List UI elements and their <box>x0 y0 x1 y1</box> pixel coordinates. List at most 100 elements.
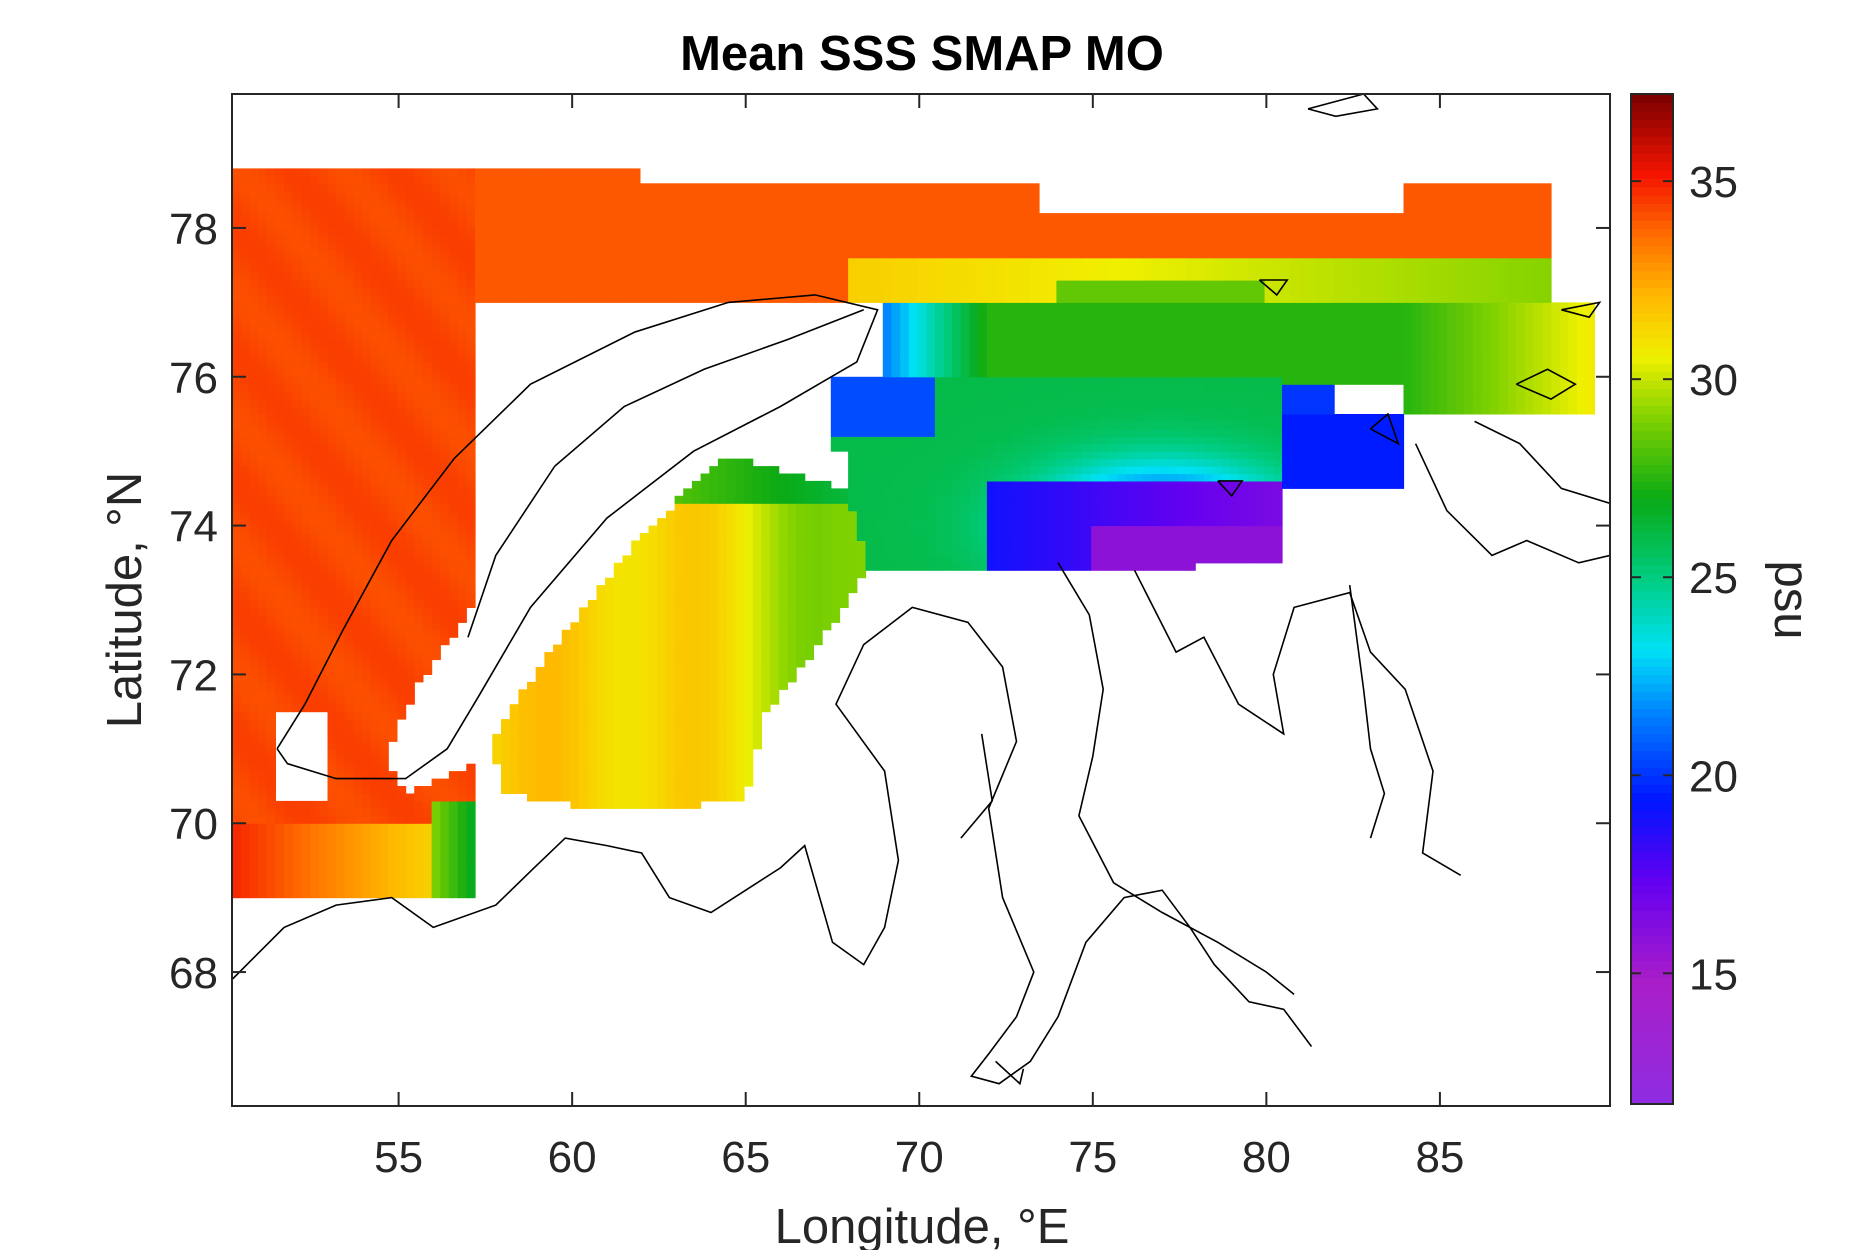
heatmap-cell <box>900 555 910 564</box>
heatmap-cell <box>726 600 736 608</box>
heatmap-cell <box>596 659 606 668</box>
heatmap-cell <box>1117 384 1127 393</box>
heatmap-cell <box>1490 354 1500 363</box>
heatmap-cell <box>1056 547 1066 556</box>
heatmap-cell <box>232 815 242 824</box>
heatmap-cell <box>318 466 329 475</box>
heatmap-cell <box>1498 354 1509 363</box>
heatmap-cell <box>1299 480 1309 489</box>
heatmap-cell <box>726 533 736 541</box>
heatmap-cell <box>1065 547 1075 556</box>
heatmap-cell <box>735 480 745 489</box>
heatmap-cell <box>1438 354 1448 363</box>
heatmap-cell <box>327 585 337 594</box>
heatmap-cell <box>448 473 459 482</box>
heatmap-cell <box>379 607 389 616</box>
heatmap-cell <box>1047 414 1057 422</box>
heatmap-cell <box>440 778 450 787</box>
heatmap-cell <box>726 681 736 690</box>
heatmap-cell <box>553 659 563 668</box>
heatmap-cell <box>1195 428 1205 437</box>
heatmap-cell <box>908 384 919 393</box>
heatmap-cell <box>674 719 684 728</box>
heatmap-cell <box>379 347 389 355</box>
heatmap-cell <box>926 510 936 519</box>
heatmap-cell <box>978 347 988 355</box>
heatmap-cell <box>605 793 615 802</box>
heatmap-cell <box>388 518 398 527</box>
heatmap-cell <box>744 533 754 541</box>
heatmap-cell <box>1108 406 1118 415</box>
heatmap-cell <box>1056 406 1066 415</box>
heatmap-cell <box>874 376 884 385</box>
heatmap-cell <box>1082 473 1092 482</box>
heatmap-cell <box>258 667 268 675</box>
heatmap-cell <box>1351 436 1361 445</box>
heatmap-cell <box>1282 428 1292 437</box>
heatmap-cell <box>969 458 979 467</box>
heatmap-cell <box>284 600 294 608</box>
heatmap-cell <box>683 607 693 616</box>
heatmap-cell <box>1195 399 1205 408</box>
heatmap-cell <box>1021 495 1031 504</box>
heatmap-cell <box>318 369 329 378</box>
heatmap-cell <box>969 480 979 489</box>
heatmap-cell <box>292 399 302 408</box>
heatmap-cell <box>822 570 832 579</box>
heatmap-cell <box>579 674 589 683</box>
heatmap-cell <box>1273 406 1283 415</box>
heatmap-cell <box>631 540 641 549</box>
heatmap-cell <box>1360 376 1370 385</box>
heatmap-cell <box>1065 533 1075 541</box>
heatmap-cell <box>1221 525 1231 534</box>
heatmap-cell <box>1134 428 1144 437</box>
heatmap-cell <box>1039 480 1049 489</box>
heatmap-cell <box>405 488 415 497</box>
heatmap-cell <box>327 771 337 780</box>
heatmap-cell <box>240 860 250 869</box>
heatmap-cell <box>1091 525 1101 534</box>
heatmap-cell <box>440 384 450 393</box>
heatmap-cell <box>414 800 424 809</box>
heatmap-cell <box>362 719 372 728</box>
heatmap-cell <box>917 480 927 489</box>
heatmap-cell <box>787 562 797 571</box>
heatmap-cell <box>422 414 433 422</box>
heatmap-cell <box>310 436 320 445</box>
heatmap-cell <box>422 808 433 817</box>
heatmap-cell <box>457 480 467 489</box>
heatmap-cell <box>292 838 302 847</box>
heatmap-cell <box>379 778 389 787</box>
heatmap-cell <box>735 637 745 646</box>
heatmap-cell <box>1013 547 1023 556</box>
heatmap-cell <box>952 451 962 460</box>
heatmap-cell <box>318 867 329 876</box>
heatmap-cell <box>891 406 901 415</box>
heatmap-cell <box>414 853 424 861</box>
heatmap-cell <box>240 376 250 385</box>
heatmap-cell <box>717 510 728 519</box>
heatmap-cell <box>657 748 667 757</box>
heatmap-cell <box>1221 458 1231 467</box>
heatmap-cell <box>1056 533 1066 541</box>
heatmap-cell <box>275 443 285 452</box>
heatmap-cell <box>1273 436 1283 445</box>
heatmap-cell <box>249 518 259 527</box>
heatmap-cell <box>405 890 415 899</box>
heatmap-cell <box>1151 347 1162 355</box>
heatmap-cell <box>353 510 363 519</box>
heatmap-cell <box>596 667 606 675</box>
heatmap-cell <box>1160 518 1170 527</box>
heatmap-cell <box>232 726 242 735</box>
heatmap-cell <box>1073 369 1083 378</box>
heatmap-cell <box>1160 510 1170 519</box>
heatmap-cell <box>691 600 702 608</box>
heatmap-cell <box>1238 406 1248 415</box>
heatmap-cell <box>379 719 389 728</box>
heatmap-cell <box>353 622 363 631</box>
heatmap-cell <box>266 681 276 690</box>
heatmap-cell <box>1039 428 1049 437</box>
heatmap-cell <box>943 406 953 415</box>
heatmap-cell <box>744 488 754 497</box>
heatmap-cell <box>804 607 814 616</box>
